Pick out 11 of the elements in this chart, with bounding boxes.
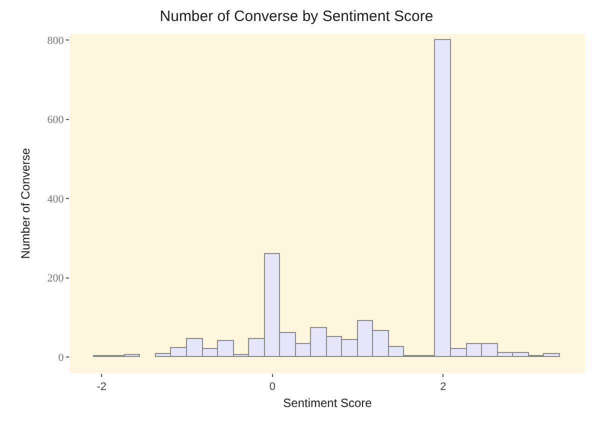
x-tick-label: -2 — [96, 381, 106, 394]
y-tick-label: 200 — [47, 272, 64, 285]
x-tick-label: 0 — [269, 381, 276, 394]
y-tick-label: 800 — [47, 34, 64, 47]
y-axis-title: Number of Converse — [18, 148, 33, 259]
y-tick-label: 400 — [47, 193, 64, 206]
x-axis-title: Sentiment Score — [283, 396, 372, 410]
y-tick-label: 600 — [47, 114, 64, 126]
x-tick-label: 2 — [440, 381, 446, 394]
y-tick-label: 0 — [58, 352, 64, 364]
chart-title: Number of Converse by Sentiment Score — [160, 8, 434, 26]
